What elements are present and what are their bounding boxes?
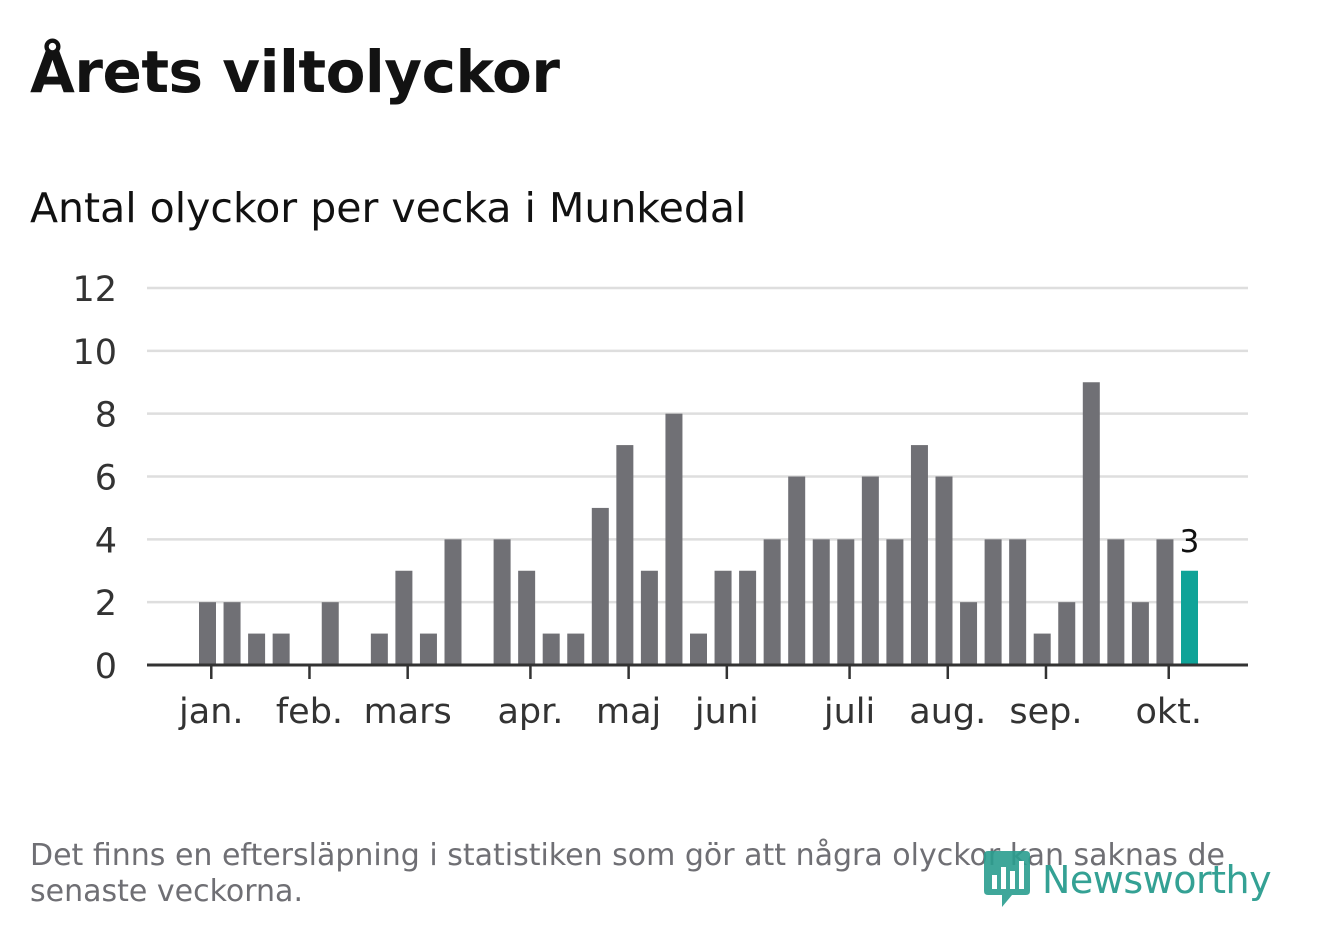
bar — [1009, 539, 1027, 665]
chart-subtitle: Antal olyckor per vecka i Munkedal — [30, 184, 747, 232]
bar — [493, 539, 511, 665]
brand-logo: Newsworthy — [982, 848, 1272, 912]
bar — [542, 633, 560, 665]
bar — [665, 413, 683, 665]
bar — [223, 602, 241, 665]
bar — [690, 633, 707, 665]
brand-name: Newsworthy — [1042, 858, 1272, 902]
bar — [395, 570, 413, 665]
y-tick-label: 12 — [72, 270, 117, 310]
bar — [935, 476, 953, 665]
bar — [739, 570, 757, 665]
x-tick-label: juni — [694, 692, 759, 732]
x-tick-label: apr. — [497, 692, 563, 732]
x-tick-label: juli — [823, 692, 875, 732]
x-axis — [147, 663, 1248, 679]
bar — [910, 445, 928, 665]
y-tick-label: 6 — [95, 459, 117, 499]
bar — [567, 633, 585, 665]
bar — [886, 539, 904, 665]
y-tick-label: 10 — [72, 333, 117, 373]
bar — [321, 602, 339, 665]
bar — [616, 445, 634, 665]
y-tick-label: 0 — [95, 647, 117, 687]
bar — [984, 539, 1002, 665]
bar — [1058, 602, 1076, 665]
x-tick-label: okt. — [1135, 692, 1202, 732]
bar-highlight — [1181, 570, 1198, 665]
bar — [714, 570, 732, 665]
bar — [788, 476, 806, 665]
bars — [199, 382, 1198, 665]
y-tick-label: 4 — [95, 521, 117, 561]
bar — [640, 570, 658, 665]
bar — [1131, 602, 1149, 665]
x-tick-label: maj — [596, 692, 661, 732]
bar — [370, 633, 388, 665]
bar — [1033, 633, 1051, 665]
bar — [518, 570, 536, 665]
y-tick-label: 2 — [95, 584, 117, 624]
bar — [444, 539, 462, 665]
labels: 0 2 4 6 8 10 12 3 jan. feb. mars apr. maj juni juli aug… — [72, 270, 1202, 732]
chart-title: Årets viltolyckor — [30, 38, 560, 106]
x-tick-label: feb. — [276, 692, 343, 732]
bar — [272, 633, 290, 665]
bar — [1107, 539, 1125, 665]
bar — [837, 539, 855, 665]
x-tick-label: aug. — [909, 692, 986, 732]
bar — [199, 602, 216, 665]
bar — [1082, 382, 1100, 665]
bar — [861, 476, 879, 665]
bar — [763, 539, 781, 665]
y-tick-label: 8 — [95, 396, 117, 436]
bar — [591, 507, 609, 665]
x-tick-label: sep. — [1009, 692, 1082, 732]
bar — [1156, 539, 1174, 665]
bar — [419, 633, 437, 665]
bar — [812, 539, 830, 665]
highlight-value-label: 3 — [1180, 524, 1200, 560]
x-tick-label: mars — [364, 692, 452, 732]
bar — [248, 633, 266, 665]
newsworthy-logo-icon — [984, 851, 1030, 907]
bar — [960, 602, 978, 665]
x-tick-label: jan. — [178, 692, 243, 732]
